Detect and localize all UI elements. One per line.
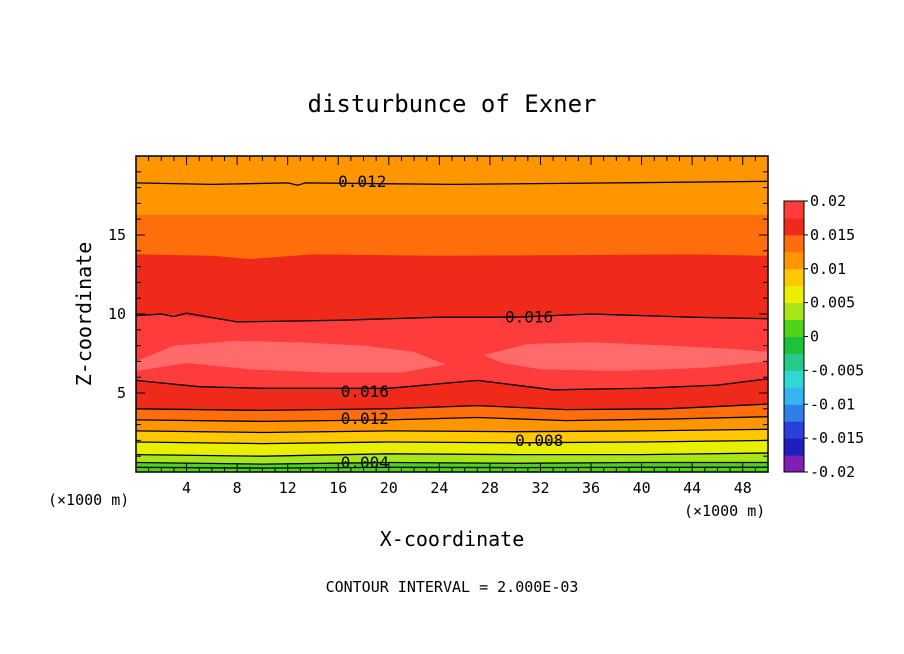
colorbar-swatch-6 [784,353,804,371]
contour-blob-1 [483,342,768,371]
contour-line-2 [136,452,768,457]
contour-band-10 [136,156,768,215]
contour-line-6 [136,403,768,412]
x-tick-label: 12 [279,479,297,497]
colorbar-tick-label: 0.015 [810,226,855,244]
colorbar-swatch-9 [784,302,804,321]
y-tick-label: 15 [108,226,126,244]
contour-interval-note: CONTOUR INTERVAL = 2.000E-03 [326,578,579,596]
contour-label-4: 0.008 [515,431,563,450]
colorbar-swatch-3 [784,404,804,422]
x-unit-right: (×1000 m) [684,502,765,520]
contour-label-5: 0.004 [341,453,389,472]
colorbar-swatch-5 [784,370,804,388]
contour-line-4 [136,428,768,434]
colorbar-swatch-15 [784,201,804,219]
contour-label-2: 0.016 [341,382,389,401]
x-tick-label: 8 [233,479,242,497]
x-tick-label: 44 [683,479,701,497]
contour-label-1: 0.016 [505,308,553,327]
y-axis-label: Z-coordinate [72,242,96,387]
colorbar: 0.02 0.015 0.01 0.005 0 -0.005 -0.01 -0.015 -0.0… [783,192,864,481]
contour-blob-0 [136,340,446,373]
colorbar-tick-label: 0.01 [810,260,846,278]
colorbar-swatch-0 [784,455,804,473]
colorbar-swatch-10 [784,285,804,304]
x-tick-label: 4 [182,479,191,497]
colorbar-tick-label: 0.02 [810,192,846,210]
contour-labels: 0.012 0.016 0.016 0.012 0.008 0.004 [338,172,563,472]
x-tick-label: 24 [430,479,448,497]
colorbar-tick-label: -0.02 [810,463,855,481]
contour-label-3: 0.012 [341,409,389,428]
contour-line-7 [136,378,768,391]
x-tick-label: 48 [734,479,752,497]
colorbar-swatch-11 [784,268,804,287]
contour-line-3 [136,439,768,445]
colorbar-swatch-7 [784,336,804,354]
contour-label-0: 0.012 [338,172,386,191]
x-tick-label: 32 [531,479,549,497]
x-tick-label: 16 [329,479,347,497]
x-tick-label: 36 [582,479,600,497]
colorbar-swatch-1 [784,438,804,456]
x-tick-label: 40 [633,479,651,497]
contour-fills [136,156,768,472]
colorbar-tick-label: -0.01 [810,395,855,413]
x-unit-left: (×1000 m) [48,491,129,509]
colorbar-swatch-2 [784,421,804,439]
contour-line-5 [136,416,768,423]
x-axis-label: X-coordinate [380,527,525,551]
contour-line-1 [136,461,768,465]
colorbar-tick-label: -0.005 [810,361,864,379]
contour-line-8 [136,312,768,323]
contour-band-8 [136,253,768,323]
y-tick-label: 5 [117,384,126,402]
y-tick-label: 10 [108,305,126,323]
colorbar-swatch-4 [784,387,804,405]
colorbar-swatch-8 [784,319,804,337]
colorbar-tick-label: 0 [810,328,819,346]
contour-line-9 [136,180,768,186]
colorbar-swatch-13 [784,234,804,253]
colorbar-tick-label: -0.015 [810,429,864,447]
x-tick-label: 20 [380,479,398,497]
chart-title: disturbunce of Exner [308,90,597,118]
x-tick-label: 28 [481,479,499,497]
contour-band-9 [136,214,768,260]
colorbar-swatch-12 [784,251,804,270]
colorbar-tick-label: 0.005 [810,294,855,312]
colorbar-swatch-14 [784,217,804,236]
